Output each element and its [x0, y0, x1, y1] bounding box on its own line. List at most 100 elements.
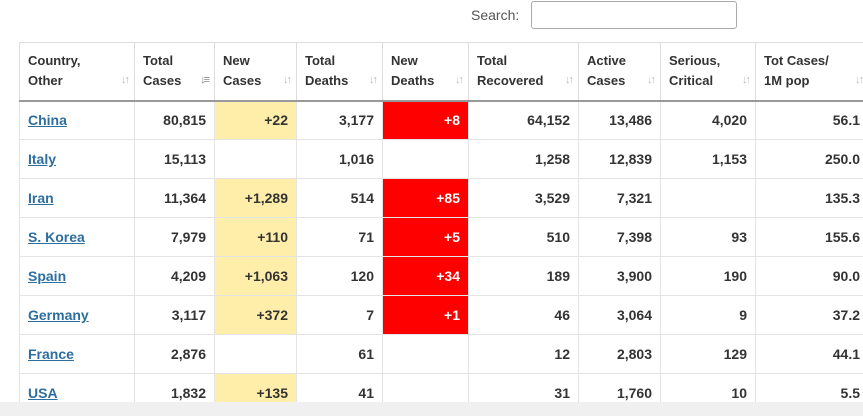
cases-per-1m-cell: 56.1: [755, 100, 863, 140]
sort-both-icon[interactable]: ↓↑: [455, 73, 464, 86]
country-cell: Iran: [19, 178, 135, 218]
country-link[interactable]: France: [28, 346, 74, 362]
total-cases-cell: 15,113: [134, 139, 215, 179]
total-cases-cell: 11,364: [134, 178, 215, 218]
total-recovered-cell: 31: [468, 373, 579, 402]
table-row: France 2,876 61 12 2,803 129 44.1: [19, 334, 863, 374]
column-header-line1: Total: [143, 53, 174, 69]
table-row: Italy 15,113 1,016 1,258 12,839 1,153 250.0: [19, 139, 863, 179]
column-header-line2: Cases: [587, 73, 626, 89]
column-header-line2: Cases: [143, 73, 182, 89]
country-cell: Spain: [19, 256, 135, 296]
column-header-new-cases[interactable]: New Cases ↓↑: [214, 42, 297, 102]
new-cases-cell: +1,063: [214, 256, 297, 296]
total-cases-cell: 4,209: [134, 256, 215, 296]
serious-critical-cell: 190: [660, 256, 756, 296]
total-cases-cell: 80,815: [134, 100, 215, 140]
column-header-line1: Country,: [28, 53, 81, 69]
table-row: S. Korea 7,979 +110 71 +5 510 7,398 93 155.6: [19, 217, 863, 257]
country-link[interactable]: Italy: [28, 151, 57, 167]
active-cases-cell: 1,760: [578, 373, 661, 402]
column-header-line1: New: [223, 53, 250, 69]
column-header-line1: Tot Cases/: [764, 53, 829, 69]
total-recovered-cell: 12: [468, 334, 579, 374]
total-recovered-cell: 510: [468, 217, 579, 257]
new-cases-cell: [214, 139, 297, 179]
serious-critical-cell: 1,153: [660, 139, 756, 179]
serious-critical-cell: 9: [660, 295, 756, 335]
column-header-active-cases[interactable]: Active Cases ↓↑: [578, 42, 661, 102]
table-body: China 80,815 +22 3,177 +8 64,152 13,486 4,020 56…: [19, 100, 863, 402]
total-recovered-cell: 189: [468, 256, 579, 296]
table-row: Spain 4,209 +1,063 120 +34 189 3,900 190 90.0: [19, 256, 863, 296]
total-recovered-cell: 3,529: [468, 178, 579, 218]
column-header-line1: Active: [587, 53, 627, 69]
column-header-line2: Cases: [223, 73, 262, 89]
country-link[interactable]: S. Korea: [28, 229, 85, 245]
search-input[interactable]: [531, 1, 737, 29]
cases-per-1m-cell: 37.2: [755, 295, 863, 335]
column-header-serious-critical[interactable]: Serious, Critical ↓↑: [660, 42, 756, 102]
country-link[interactable]: USA: [28, 385, 58, 401]
horizontal-scrollbar[interactable]: [0, 402, 863, 416]
table-row: USA 1,832 +135 41 31 1,760 10 5.5: [19, 373, 863, 402]
country-cell: France: [19, 334, 135, 374]
column-header-total-deaths[interactable]: Total Deaths ↓↑: [296, 42, 383, 102]
active-cases-cell: 7,398: [578, 217, 661, 257]
cases-per-1m-cell: 90.0: [755, 256, 863, 296]
column-header-line2: Critical: [669, 73, 714, 89]
active-cases-cell: 12,839: [578, 139, 661, 179]
total-deaths-cell: 1,016: [296, 139, 383, 179]
sort-both-icon[interactable]: ↓↑: [565, 73, 574, 86]
column-header-country[interactable]: Country, Other ↓↑: [19, 42, 135, 102]
serious-critical-cell: [660, 178, 756, 218]
total-recovered-cell: 64,152: [468, 100, 579, 140]
column-header-line2: 1M pop: [764, 73, 810, 89]
search-label: Search:: [471, 7, 520, 23]
sort-desc-icon[interactable]: ↓≡: [200, 73, 210, 86]
active-cases-cell: 2,803: [578, 334, 661, 374]
country-link[interactable]: Germany: [28, 307, 89, 323]
total-recovered-cell: 1,258: [468, 139, 579, 179]
column-header-line1: Total: [477, 53, 508, 69]
column-header-new-deaths[interactable]: New Deaths ↓↑: [382, 42, 469, 102]
new-deaths-cell: [382, 334, 469, 374]
total-deaths-cell: 514: [296, 178, 383, 218]
serious-critical-cell: 129: [660, 334, 756, 374]
column-header-total-recovered[interactable]: Total Recovered ↓↑: [468, 42, 579, 102]
cases-per-1m-cell: 5.5: [755, 373, 863, 402]
serious-critical-cell: 4,020: [660, 100, 756, 140]
new-deaths-cell: [382, 373, 469, 402]
table-row: China 80,815 +22 3,177 +8 64,152 13,486 4,020 56…: [19, 100, 863, 140]
new-cases-cell: +110: [214, 217, 297, 257]
new-deaths-cell: +1: [382, 295, 469, 335]
total-cases-cell: 7,979: [134, 217, 215, 257]
active-cases-cell: 7,321: [578, 178, 661, 218]
sort-both-icon[interactable]: ↓↑: [742, 73, 751, 86]
sort-both-icon[interactable]: ↓↑: [647, 73, 656, 86]
new-deaths-cell: [382, 139, 469, 179]
country-cell: Italy: [19, 139, 135, 179]
column-header-line2: Deaths: [305, 73, 349, 89]
active-cases-cell: 3,900: [578, 256, 661, 296]
total-deaths-cell: 3,177: [296, 100, 383, 140]
sort-both-icon[interactable]: ↓↑: [369, 73, 378, 86]
column-header-total-cases[interactable]: Total Cases ↓≡: [134, 42, 215, 102]
new-cases-cell: +135: [214, 373, 297, 402]
table-row: Germany 3,117 +372 7 +1 46 3,064 9 37.2: [19, 295, 863, 335]
sort-both-icon[interactable]: ↓↑: [855, 73, 863, 86]
new-cases-cell: +22: [214, 100, 297, 140]
total-cases-cell: 2,876: [134, 334, 215, 374]
country-link[interactable]: Spain: [28, 268, 67, 284]
total-deaths-cell: 41: [296, 373, 383, 402]
cases-table: Country, Other ↓↑ Total Cases ↓≡ New Cases ↓↑ Tot…: [19, 42, 863, 402]
sort-both-icon[interactable]: ↓↑: [283, 73, 292, 86]
country-link[interactable]: China: [28, 112, 67, 129]
country-cell: China: [19, 100, 135, 140]
new-deaths-cell: +85: [382, 178, 469, 218]
country-link[interactable]: Iran: [28, 190, 54, 206]
country-cell: Germany: [19, 295, 135, 335]
sort-both-icon[interactable]: ↓↑: [121, 73, 130, 86]
total-deaths-cell: 71: [296, 217, 383, 257]
column-header-cases-per-1m[interactable]: Tot Cases/1M pop ↓↑: [755, 42, 863, 102]
